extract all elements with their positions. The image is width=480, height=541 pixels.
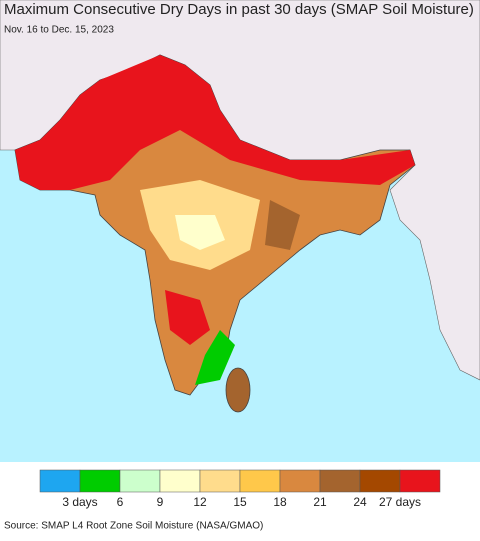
legend-swatch xyxy=(319,469,361,493)
map-subtitle: Nov. 16 to Dec. 15, 2023 xyxy=(4,25,114,36)
legend: 3 days 6 9 12 15 18 21 24 27 days xyxy=(39,469,441,509)
legend-swatch xyxy=(199,469,241,493)
wet-region-south xyxy=(195,330,235,385)
legend-label: 15 xyxy=(233,495,247,509)
legend-label: 24 xyxy=(353,495,367,509)
legend-swatch xyxy=(39,469,81,493)
dry-region-south xyxy=(165,290,210,345)
map-title: Maximum Consecutive Dry Days in past 30 … xyxy=(4,1,474,18)
legend-swatch xyxy=(359,469,401,493)
dry-region-east xyxy=(265,200,300,250)
legend-swatch xyxy=(79,469,121,493)
legend-swatch xyxy=(239,469,281,493)
legend-label: 21 xyxy=(313,495,327,509)
sri-lanka xyxy=(225,367,251,413)
legend-label: 18 xyxy=(273,495,287,509)
legend-swatch xyxy=(279,469,321,493)
legend-label: 3 days xyxy=(62,495,97,509)
legend-label: 9 xyxy=(157,495,164,509)
moist-region-central xyxy=(175,215,225,250)
legend-label: 6 xyxy=(117,495,124,509)
legend-swatch xyxy=(159,469,201,493)
legend-label: 12 xyxy=(193,495,207,509)
legend-swatch xyxy=(399,469,441,493)
dry-region-north xyxy=(15,55,415,190)
legend-swatch xyxy=(119,469,161,493)
source-note: Source: SMAP L4 Root Zone Soil Moisture … xyxy=(4,521,263,532)
legend-label: 27 days xyxy=(379,495,421,509)
